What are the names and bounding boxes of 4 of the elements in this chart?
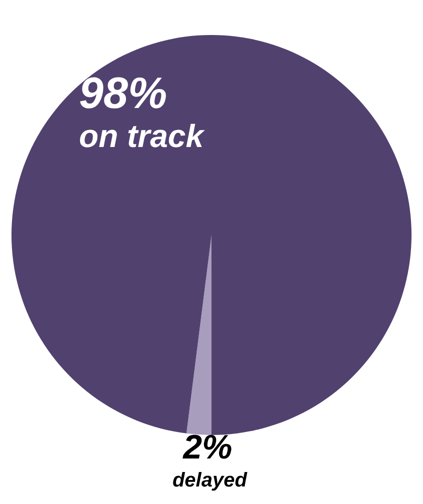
data-label: 98%: [79, 69, 168, 118]
slice-label: delayed: [172, 470, 248, 492]
slice-label: on track: [79, 118, 206, 154]
data-label: 2%: [182, 428, 232, 467]
